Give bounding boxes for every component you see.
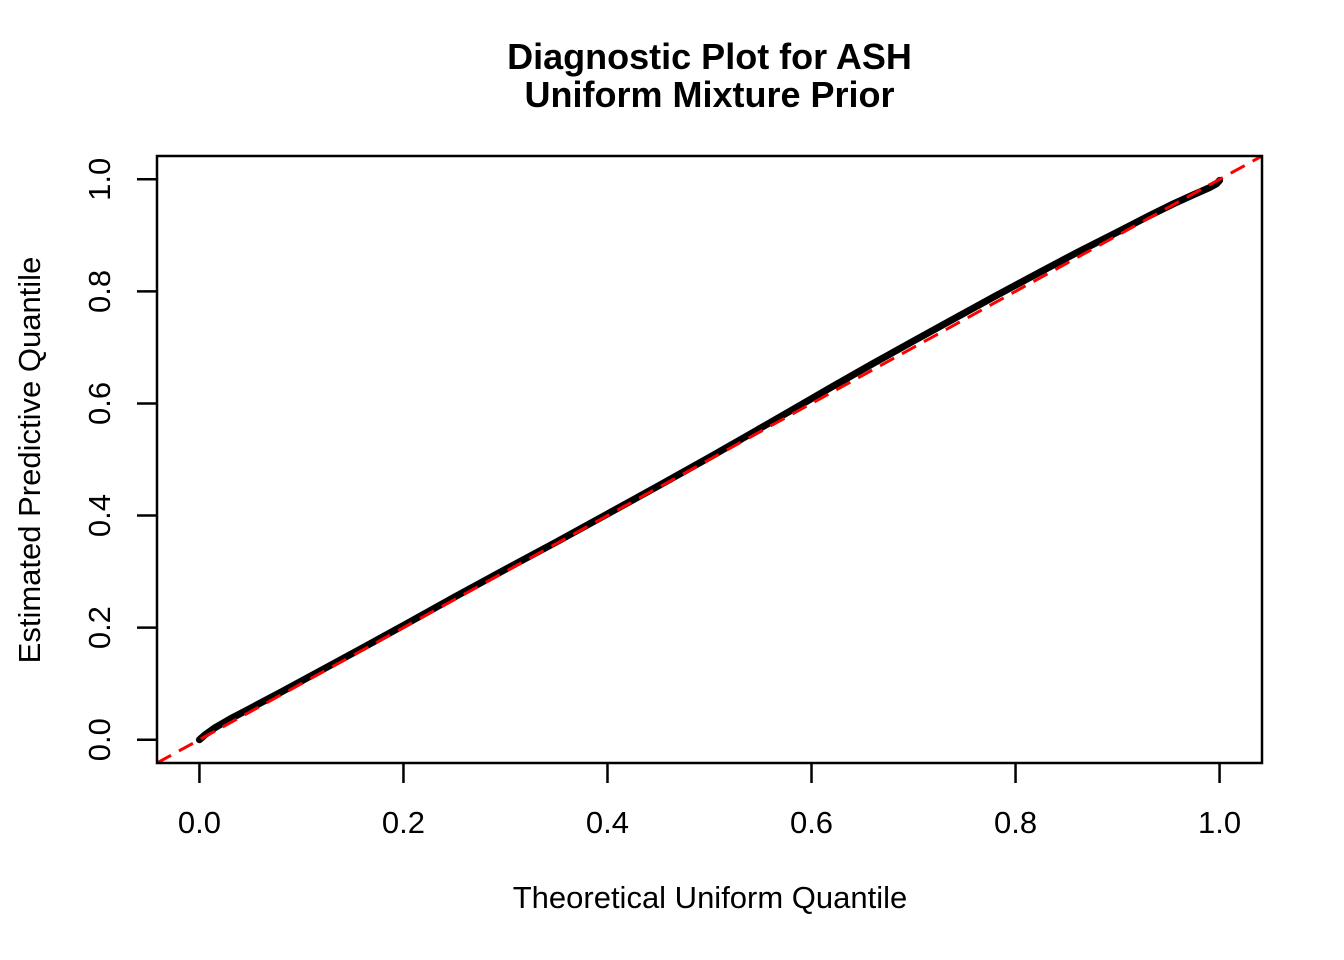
- y-tick-label: 0.8: [82, 270, 117, 313]
- y-tick-label: 0.4: [82, 494, 117, 537]
- x-axis-label: Theoretical Uniform Quantile: [512, 880, 908, 915]
- plot-title: Diagnostic Plot for ASH Uniform Mixture …: [157, 38, 1262, 114]
- y-tick-label: 1.0: [82, 158, 117, 201]
- y-tick-label: 0.0: [82, 718, 117, 761]
- quantile-curve: [195, 176, 1224, 744]
- x-tick-label: 1.0: [1198, 805, 1241, 840]
- plot-title-line2: Uniform Mixture Prior: [524, 74, 895, 115]
- x-tick-label: 0.8: [994, 805, 1037, 840]
- x-tick-label: 0.2: [382, 805, 425, 840]
- plot-border: [155, 154, 1264, 765]
- plot-title-line1: Diagnostic Plot for ASH: [507, 36, 912, 77]
- x-tick-label: 0.4: [586, 805, 629, 840]
- y-tick-label: 0.6: [82, 382, 117, 425]
- reference-line: [156, 154, 1263, 765]
- y-axis-label: Estimated Predictive Quantile: [12, 256, 47, 664]
- x-tick-label: 0.0: [178, 805, 221, 840]
- x-tick-label: 0.6: [790, 805, 833, 840]
- y-tick-label: 0.2: [82, 606, 117, 649]
